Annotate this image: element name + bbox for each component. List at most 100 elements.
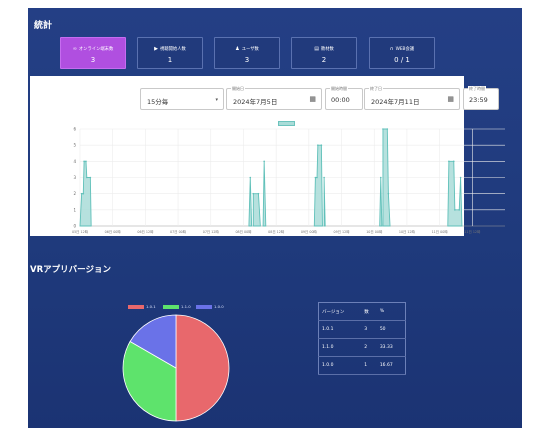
stat-label-row: ▤ 教材数 — [292, 46, 356, 52]
version-table-header: バージョン数% — [318, 302, 406, 321]
pie-slice[interactable] — [129, 314, 177, 369]
end-time-label: 終了時間 — [468, 86, 486, 91]
data-point — [448, 160, 450, 163]
chevron-down-icon: ▾ — [215, 97, 218, 103]
stat-label: WEB会議 — [395, 47, 415, 52]
version-table: バージョン数% 1.0.1 3 50 1.1.0 2 33.33 1.0.0 1 16.67 — [318, 302, 406, 375]
stat-label-row: ∩ WEB会議 — [370, 46, 434, 52]
area-series — [323, 177, 326, 227]
end-time-value: 23:59 — [469, 96, 488, 104]
table-cell: 1.1.0 — [318, 338, 362, 357]
data-point — [249, 176, 252, 179]
area-series — [382, 128, 391, 227]
y-tick-label: 4 — [73, 159, 76, 164]
pie-legend-item[interactable]: 1.0.0 — [196, 304, 224, 309]
stat-value: 1 — [167, 56, 173, 64]
stat-label-row: ♟ ユーザ数 — [215, 46, 279, 52]
x-tick-label: 10日 00時 — [366, 229, 383, 234]
start-time-field[interactable]: 開始時間 00:00 — [325, 86, 363, 110]
x-tick-label: 08日 12時 — [268, 229, 285, 234]
start-date-field[interactable]: 開始日 2024年7月5日 ▦ — [226, 86, 322, 110]
data-point — [452, 160, 455, 163]
area-series — [447, 160, 463, 227]
pie-legend-item[interactable]: 1.1.0 — [163, 304, 191, 309]
data-point — [458, 209, 461, 211]
end-date-label: 終了日 — [369, 86, 383, 91]
stat-card[interactable]: ▶ 視聴開始人数 1 — [137, 37, 203, 69]
data-point — [82, 192, 85, 195]
start-time-value: 00:00 — [331, 96, 350, 104]
table-cell: 16.67 — [376, 356, 406, 375]
x-tick-label: 06日 12時 — [137, 229, 154, 234]
pie-slice[interactable] — [175, 314, 230, 422]
x-tick-label: 06日 00時 — [105, 229, 122, 234]
interval-value: 15分毎 — [147, 98, 169, 106]
legend-label: 1.1.0 — [181, 304, 191, 309]
start-time-label: 開始時間 — [330, 86, 348, 91]
stat-value: 3 — [90, 56, 96, 64]
pie-legend-item[interactable]: 1.0.1 — [128, 304, 156, 309]
x-tick-label: 09日 12時 — [334, 229, 351, 234]
end-time-field[interactable]: 終了時間 23:59 — [463, 86, 499, 110]
data-point — [83, 160, 85, 163]
calendar-icon[interactable]: ▦ — [447, 95, 454, 103]
stat-card[interactable]: ∞ オンライン端末数 3 — [60, 37, 126, 69]
data-point — [80, 192, 83, 195]
x-tick-label: 07日 00時 — [170, 229, 187, 234]
stat-card[interactable]: ▤ 教材数 2 — [291, 37, 357, 69]
start-date-label: 開始日 — [231, 86, 245, 91]
legend-label: 1.0.0 — [214, 304, 224, 309]
area-series — [248, 177, 253, 227]
y-tick-label: 3 — [73, 175, 76, 180]
table-cell: 1.0.1 — [318, 320, 362, 339]
x-tick-label: 07日 12時 — [203, 229, 220, 234]
stat-card[interactable]: ♟ ユーザ数 3 — [214, 37, 280, 69]
stat-value: 2 — [321, 56, 327, 64]
stat-value: 0 / 1 — [394, 56, 410, 64]
column-header: % — [376, 302, 406, 321]
data-point — [379, 176, 382, 179]
data-point — [454, 209, 456, 211]
data-point — [323, 176, 325, 179]
vr-version-title: VRアプリバージョン — [30, 265, 111, 275]
x-tick-label: 11日 12時 — [464, 229, 481, 234]
users-icon: ♟ — [235, 45, 240, 52]
pie-slice[interactable] — [122, 340, 177, 422]
table-row: 1.0.0 1 16.67 — [318, 356, 406, 375]
legend-swatch — [196, 304, 212, 309]
table-cell: 3 — [361, 320, 377, 339]
end-date-field[interactable]: 終了日 2024年7月11日 ▦ — [364, 86, 460, 110]
table-cell: 2 — [361, 338, 377, 357]
x-tick-label: 08日 00時 — [235, 229, 252, 234]
calendar-icon[interactable]: ▦ — [309, 95, 316, 103]
interval-select[interactable]: 15分毎 ▾ — [140, 88, 224, 110]
data-point — [263, 160, 265, 163]
y-tick-label: 1 — [73, 207, 76, 212]
data-point — [386, 128, 389, 130]
data-point — [252, 192, 255, 195]
column-header: 数 — [361, 302, 377, 321]
headset-icon: ∩ — [389, 45, 394, 52]
stat-label-row: ∞ オンライン端末数 — [61, 46, 125, 52]
x-tick-label: 09日 00時 — [301, 229, 318, 234]
data-point — [317, 144, 319, 146]
y-tick-label: 5 — [73, 143, 76, 148]
data-point — [459, 176, 462, 179]
data-point — [382, 128, 384, 130]
y-tick-label: 0 — [73, 224, 76, 229]
stat-label-row: ▶ 視聴開始人数 — [138, 46, 202, 52]
data-point — [320, 144, 323, 146]
data-point — [257, 192, 260, 195]
data-point — [314, 176, 317, 179]
end-date-value: 2024年7月11日 — [371, 98, 420, 106]
data-point — [89, 176, 92, 179]
table-cell: 33.33 — [376, 338, 406, 357]
stat-card[interactable]: ∩ WEB会議 0 / 1 — [369, 37, 435, 69]
table-cell: 1.0.0 — [318, 356, 362, 375]
chart-legend-chip[interactable] — [278, 121, 295, 126]
stat-label: オンライン端末数 — [78, 47, 114, 52]
y-tick-label: 2 — [73, 191, 76, 196]
column-header: バージョン — [318, 302, 362, 321]
